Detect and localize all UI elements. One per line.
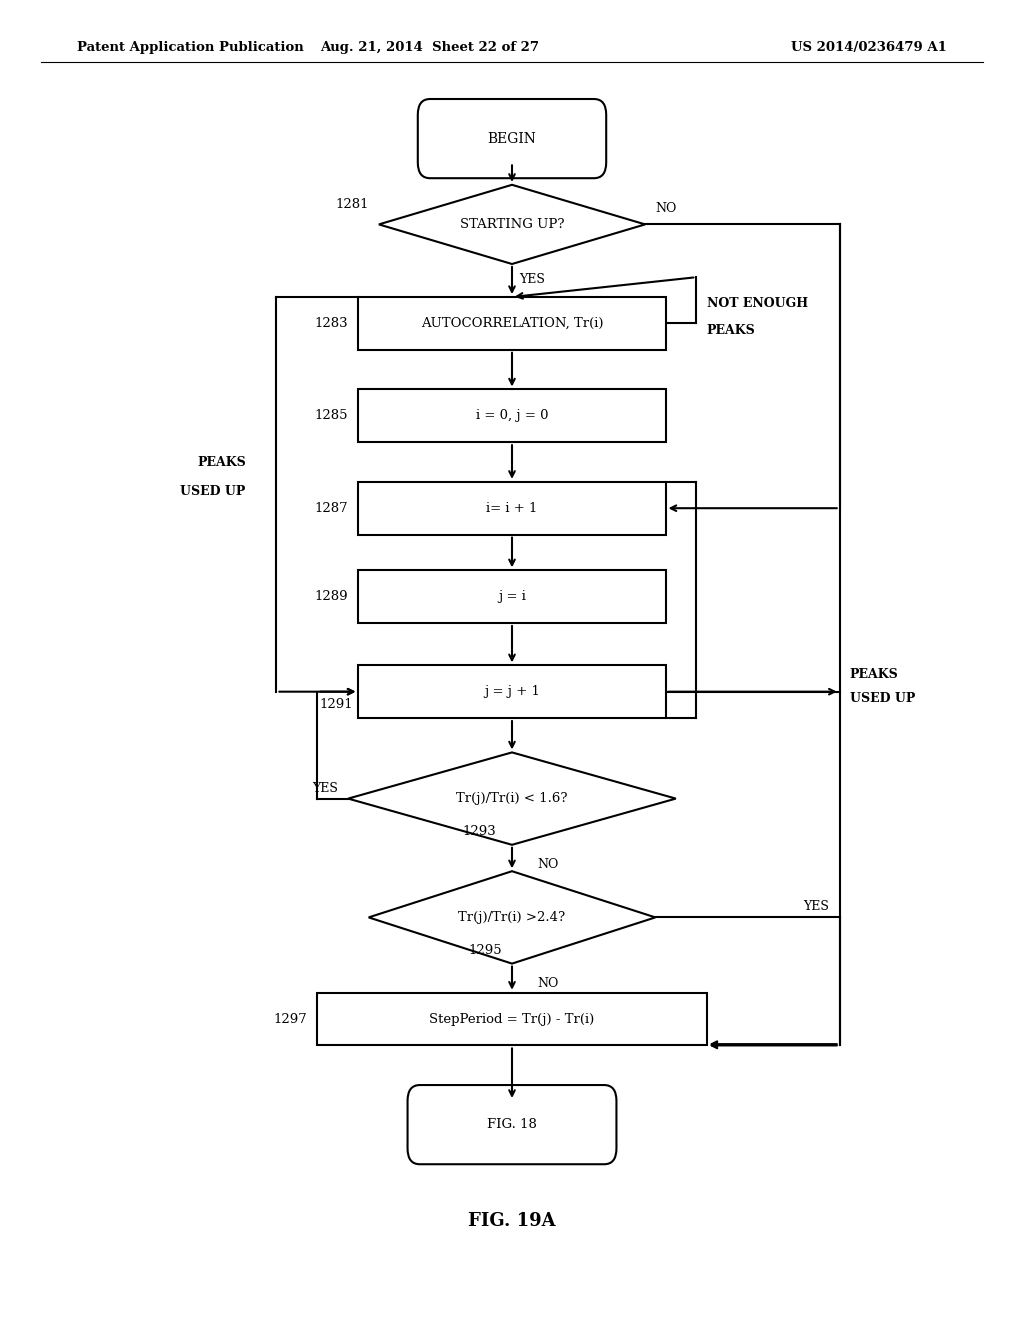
Text: j = i: j = i (498, 590, 526, 603)
Bar (317, 993, 707, 1045)
Text: NO: NO (538, 977, 559, 990)
Text: 1289: 1289 (314, 590, 348, 603)
Text: STARTING UP?: STARTING UP? (460, 218, 564, 231)
Text: FIG. 19A: FIG. 19A (468, 1212, 556, 1230)
Bar (358, 482, 666, 535)
Bar (358, 297, 666, 350)
Text: 1283: 1283 (314, 317, 348, 330)
Text: i = 0, j = 0: i = 0, j = 0 (476, 409, 548, 422)
Text: YES: YES (804, 900, 829, 913)
Text: NO: NO (538, 858, 559, 871)
Text: Tr(j)/Tr(i) >2.4?: Tr(j)/Tr(i) >2.4? (459, 911, 565, 924)
FancyBboxPatch shape (408, 1085, 616, 1164)
Text: USED UP: USED UP (180, 484, 246, 498)
Text: BEGIN: BEGIN (487, 132, 537, 145)
Text: FIG. 18: FIG. 18 (487, 1118, 537, 1131)
Text: Aug. 21, 2014  Sheet 22 of 27: Aug. 21, 2014 Sheet 22 of 27 (321, 41, 540, 54)
Bar (358, 570, 666, 623)
Text: PEAKS: PEAKS (197, 455, 246, 469)
Text: 1293: 1293 (463, 825, 497, 838)
Text: StepPeriod = Tr(j) - Tr(i): StepPeriod = Tr(j) - Tr(i) (429, 1012, 595, 1026)
Text: j = j + 1: j = j + 1 (484, 685, 540, 698)
Text: PEAKS: PEAKS (707, 323, 756, 337)
Text: i= i + 1: i= i + 1 (486, 502, 538, 515)
Text: 1285: 1285 (314, 409, 348, 422)
Bar (358, 389, 666, 442)
Text: YES: YES (519, 273, 546, 286)
Text: PEAKS: PEAKS (850, 668, 899, 681)
Text: AUTOCORRELATION, Tr(i): AUTOCORRELATION, Tr(i) (421, 317, 603, 330)
Polygon shape (379, 185, 645, 264)
Text: 1295: 1295 (468, 944, 502, 957)
Polygon shape (369, 871, 655, 964)
Text: YES: YES (312, 781, 338, 795)
Text: US 2014/0236479 A1: US 2014/0236479 A1 (792, 41, 947, 54)
FancyBboxPatch shape (418, 99, 606, 178)
Text: USED UP: USED UP (850, 692, 915, 705)
Text: NOT ENOUGH: NOT ENOUGH (707, 297, 808, 310)
Text: 1281: 1281 (335, 198, 369, 211)
Polygon shape (348, 752, 676, 845)
Text: NO: NO (655, 202, 677, 215)
Text: 1291: 1291 (319, 698, 353, 711)
Text: Patent Application Publication: Patent Application Publication (77, 41, 303, 54)
Bar (358, 665, 666, 718)
Text: 1287: 1287 (314, 502, 348, 515)
Text: Tr(j)/Tr(i) < 1.6?: Tr(j)/Tr(i) < 1.6? (457, 792, 567, 805)
Text: 1297: 1297 (273, 1012, 307, 1026)
